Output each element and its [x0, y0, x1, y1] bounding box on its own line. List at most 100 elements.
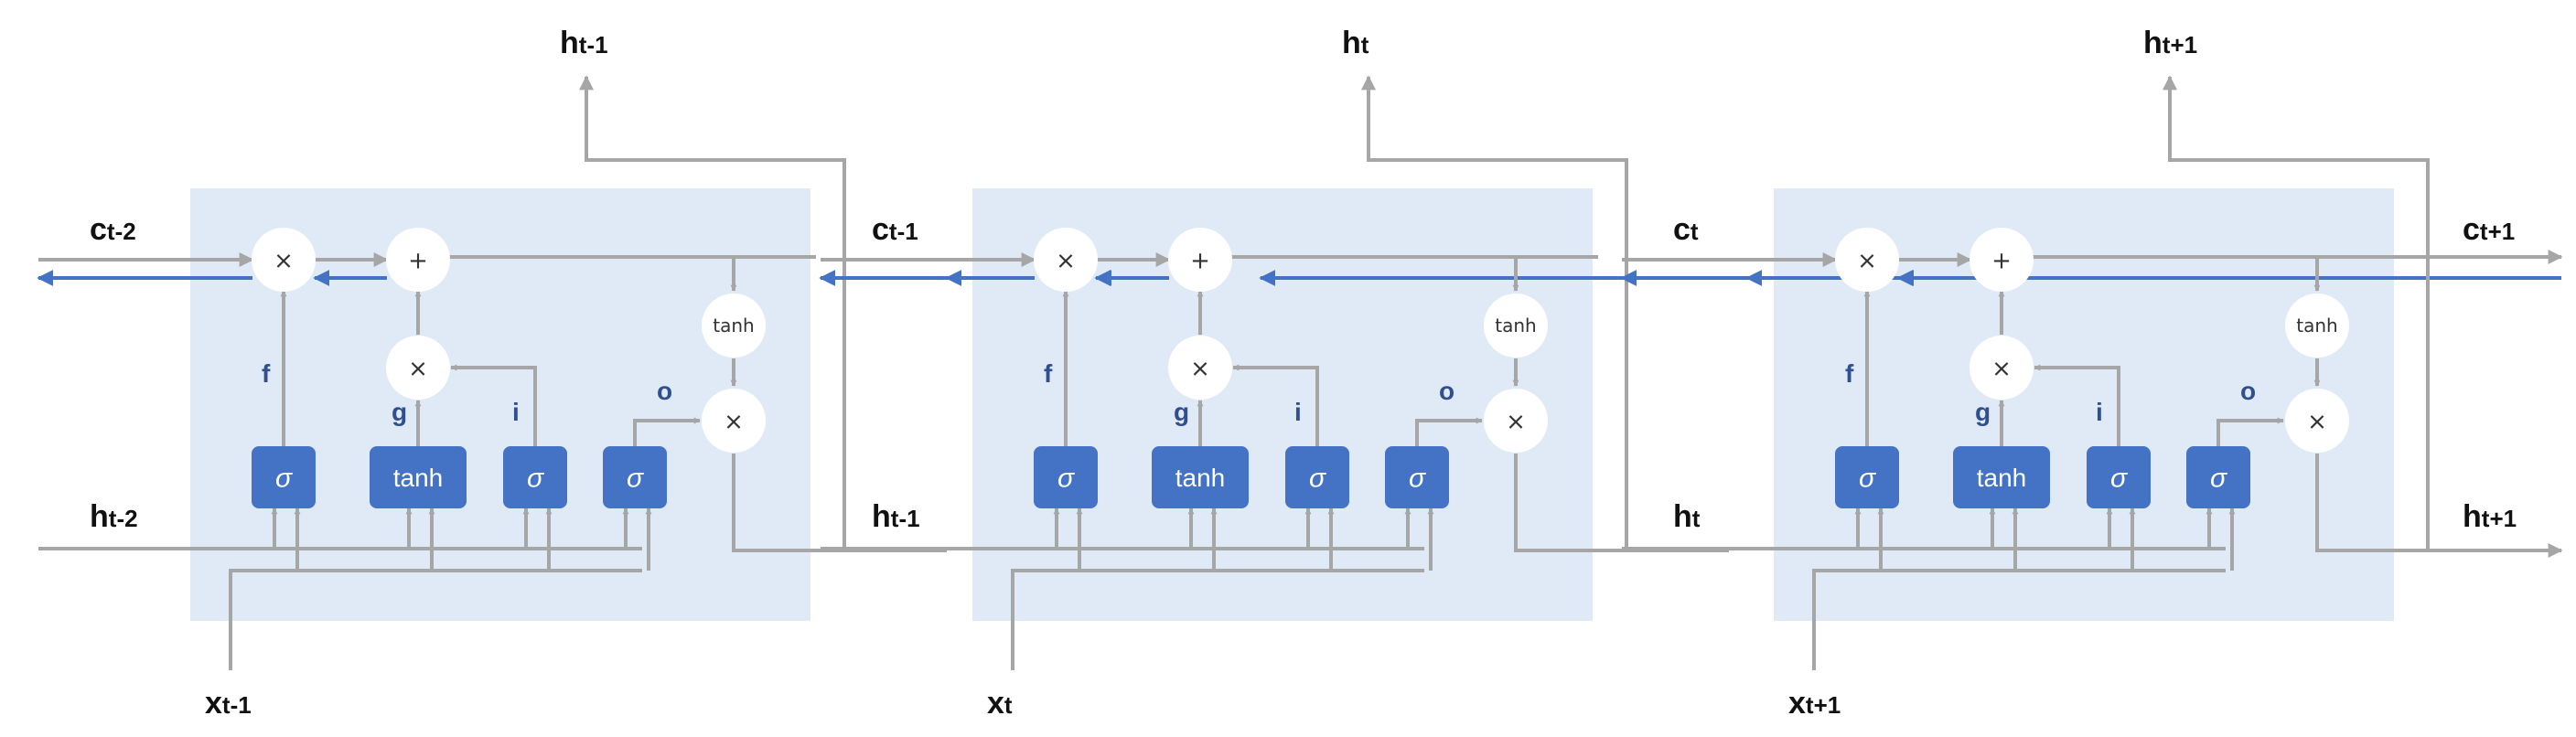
forget-multiply-node-symbol: ×: [1857, 247, 1877, 274]
output-gate: σ: [1385, 446, 1449, 508]
forget-multiply-node-symbol: ×: [1056, 247, 1076, 274]
output-gate-box: [1385, 446, 1449, 508]
input-gate-box: [1285, 446, 1349, 508]
cell-add-node-circle: [1970, 228, 2034, 292]
cell-tanh-node: tanh: [2285, 294, 2349, 358]
variable-labels: f g i o ct-2 ht-2 ht-1 xt-1 f g i o ct-1 ht-1 ht xt f g i o…: [90, 26, 2517, 721]
forget-gate-box: [252, 446, 316, 508]
output-multiply-node: ×: [2285, 389, 2349, 453]
forget-gate-label: f: [262, 359, 271, 388]
forget-gate-symbol: σ: [1057, 464, 1076, 494]
cell-add-node-symbol: +: [408, 247, 428, 274]
cell-tanh-node-circle: [2285, 294, 2349, 358]
forget-gate-box: [1835, 446, 1899, 508]
output-gate-line: [633, 417, 701, 446]
output-gate-symbol: σ: [627, 464, 645, 494]
output-gate: σ: [2186, 446, 2250, 508]
cell-state-final-label: ct+1: [2463, 212, 2515, 247]
output-gate-symbol: σ: [2210, 464, 2228, 494]
forget-gate-symbol: σ: [1859, 464, 1877, 494]
input-multiply-node-symbol: ×: [1991, 355, 2012, 382]
input-gate-symbol: σ: [1309, 464, 1327, 494]
cell-state-in-label: ct-1: [872, 212, 918, 247]
hidden-top-line: [1361, 75, 1628, 257]
hidden-state-out-label: ht-1: [560, 26, 608, 60]
hidden-state-out-label: ht+1: [2143, 26, 2197, 60]
cell-add-node: +: [1168, 228, 1232, 292]
output-multiply-node-circle: [2285, 389, 2349, 453]
input-multiply-node-circle: [386, 336, 450, 400]
cell-tanh-node: tanh: [702, 294, 766, 358]
input-gate-label: i: [512, 398, 520, 426]
input-x-label: xt+1: [1788, 686, 1841, 721]
cell-panels: [190, 188, 2394, 621]
output-multiply-node-symbol: ×: [1506, 408, 1526, 435]
input-x-bus-line: [1812, 569, 2226, 670]
input-gate-line: [450, 364, 537, 446]
output-multiply-node: ×: [1484, 389, 1548, 453]
input-x-bus-line: [1011, 569, 1424, 670]
input-gate-symbol: σ: [2110, 464, 2129, 494]
candidate-gate-box: [1152, 446, 1249, 508]
input-multiply-node-symbol: ×: [1190, 355, 1210, 382]
forget-multiply-node: ×: [252, 228, 316, 292]
input-gate: σ: [503, 446, 567, 508]
forget-multiply-node-circle: [1835, 228, 1899, 292]
output-gate-label: o: [2240, 377, 2256, 405]
forget-gate: σ: [1835, 446, 1899, 508]
output-gate-line: [2216, 417, 2284, 446]
hidden-state-final-label: ht+1: [2463, 499, 2517, 534]
cell-tanh-node: tanh: [1484, 294, 1548, 358]
output-multiply-node-symbol: ×: [724, 408, 744, 435]
input-x-label: xt: [987, 686, 1013, 721]
cell-tanh-node-symbol: tanh: [1495, 315, 1536, 336]
hidden-top-line: [579, 75, 846, 257]
input-x-label: xt-1: [205, 686, 252, 721]
hidden-state-in-label: ht-2: [90, 499, 138, 534]
cell-add-node-symbol: +: [1190, 247, 1210, 274]
output-gate: σ: [603, 446, 667, 508]
forget-gate: σ: [252, 446, 316, 508]
output-gate-label: o: [1439, 377, 1454, 405]
cell-tanh-node-circle: [702, 294, 766, 358]
output-multiply-node-symbol: ×: [2307, 408, 2327, 435]
hidden-state-in-label: ht: [1673, 499, 1701, 534]
output-multiply-node-circle: [702, 389, 766, 453]
candidate-gate-symbol: tanh: [1977, 464, 2027, 492]
cell-tanh-node-circle: [1484, 294, 1548, 358]
output-multiply-node: ×: [702, 389, 766, 453]
input-multiply-node-symbol: ×: [408, 355, 428, 382]
candidate-gate: tanh: [1152, 446, 1249, 508]
candidate-gate-label: g: [1174, 398, 1189, 426]
hidden-state-out-label: ht: [1342, 26, 1369, 60]
input-gate-symbol: σ: [527, 464, 545, 494]
forget-multiply-node-symbol: ×: [274, 247, 294, 274]
input-gate-box: [2087, 446, 2151, 508]
input-gate-label: i: [2096, 398, 2103, 426]
input-multiply-node: ×: [1970, 336, 2034, 400]
input-x-bus-line: [229, 569, 642, 670]
output-gate-line: [1415, 417, 1483, 446]
connection-lines: [37, 75, 2563, 670]
input-multiply-node-circle: [1970, 336, 2034, 400]
forget-gate-box: [1034, 446, 1098, 508]
candidate-gate-symbol: tanh: [1175, 464, 1226, 492]
output-gate-box: [603, 446, 667, 508]
cell-tanh-node-symbol: tanh: [2296, 315, 2337, 336]
forget-multiply-node-circle: [1034, 228, 1098, 292]
candidate-gate-box: [1953, 446, 2050, 508]
cell-state-in-label: ct: [1673, 212, 1699, 247]
input-multiply-node: ×: [386, 336, 450, 400]
cell-tanh-node-symbol: tanh: [713, 315, 754, 336]
input-gate-box: [503, 446, 567, 508]
candidate-gate-label: g: [392, 398, 407, 426]
forget-gate-label: f: [1044, 359, 1053, 388]
cell-nodes: × + × tanh × σ tanh σ σ × + × tanh × σ tanh σ σ × + × tanh × σ t…: [252, 228, 2349, 508]
forget-gate-label: f: [1845, 359, 1854, 388]
output-gate-symbol: σ: [1409, 464, 1427, 494]
candidate-gate: tanh: [1953, 446, 2050, 508]
cell-add-node-circle: [1168, 228, 1232, 292]
input-gate-line: [1232, 364, 1319, 446]
hidden-top-line: [2163, 75, 2430, 257]
